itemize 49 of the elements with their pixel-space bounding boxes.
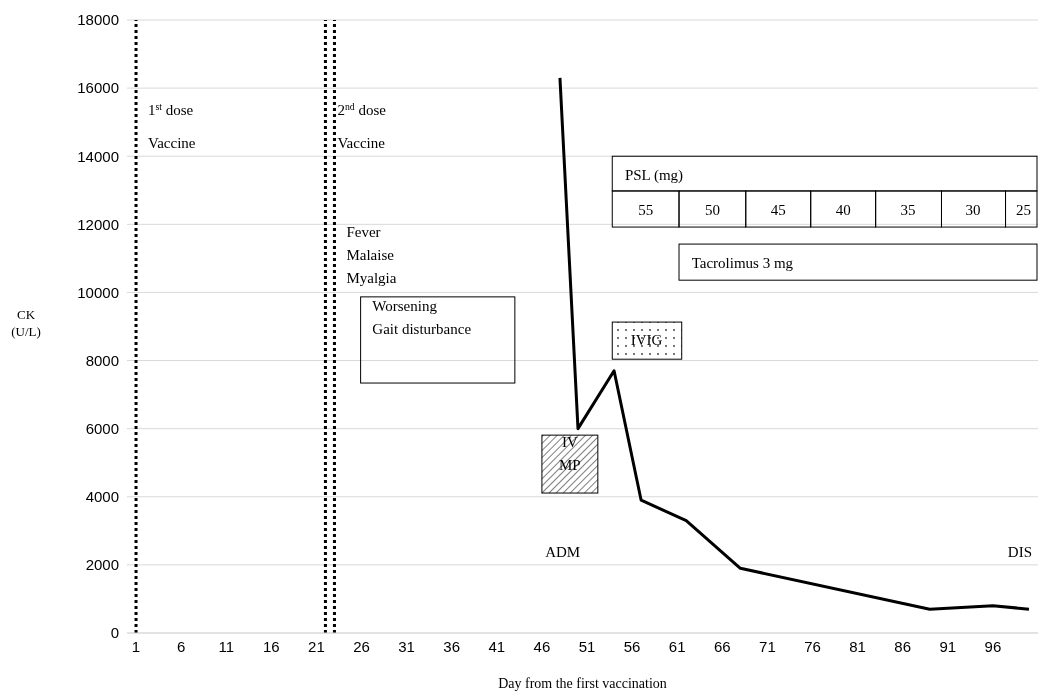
x-tick-label: 81 — [849, 637, 866, 655]
y-tick-label: 4000 — [85, 488, 119, 506]
x-tick-label: 76 — [804, 637, 821, 655]
x-tick-label: 66 — [713, 637, 731, 655]
annotation: 35 — [900, 202, 916, 219]
ref-line-label: Fever Malaise Myalgia — [346, 224, 397, 286]
y-tick-label: 8000 — [85, 351, 119, 369]
y-tick-label: 12000 — [77, 215, 119, 233]
annotation: IVIG — [630, 332, 663, 349]
x-tick-label: 26 — [353, 637, 370, 655]
y-tick-label: 0 — [110, 624, 119, 642]
annotation: 55 — [638, 202, 654, 219]
x-tick-label: 16 — [262, 637, 280, 655]
y-tick-label: 14000 — [77, 147, 119, 165]
x-tick-label: 91 — [939, 637, 957, 655]
x-tick-label: 46 — [533, 637, 551, 655]
y-axis-title: CK (U/L) — [11, 306, 41, 339]
y-tick-label: 6000 — [85, 419, 119, 437]
x-tick-label: 11 — [218, 637, 235, 655]
x-tick-label: 36 — [443, 637, 461, 655]
annotation: 45 — [770, 202, 786, 219]
annotation: DIS — [1007, 543, 1033, 560]
annotation: ADM — [545, 543, 581, 560]
ref-line-label: 2$^{nd}$ dose Vaccine — [337, 100, 387, 151]
y-tick-label: 18000 — [77, 11, 119, 29]
x-tick-label: 61 — [668, 637, 686, 655]
x-tick-label: 21 — [308, 637, 325, 655]
y-tick-label: 2000 — [85, 556, 119, 574]
annotation: PSL (mg) — [624, 166, 684, 184]
annotation: Tacrolimus 3 mg — [691, 255, 794, 272]
x-tick-label: 31 — [398, 637, 415, 655]
ref-line-label: 1$^{st}$ dose Vaccine — [148, 100, 196, 151]
annotation: Worsening Gait disturbance — [372, 298, 472, 338]
x-tick-label: 1 — [131, 637, 141, 655]
x-tick-label: 56 — [623, 637, 641, 655]
x-axis-title: Day from the first vaccination — [498, 676, 667, 691]
x-tick-label: 41 — [488, 637, 506, 655]
x-tick-label: 6 — [176, 637, 186, 655]
annotation: 30 — [965, 202, 981, 219]
x-tick-label: 71 — [759, 637, 776, 655]
annotation: 40 — [835, 202, 851, 219]
annotation: 25 — [1016, 202, 1032, 219]
y-tick-label: 16000 — [77, 79, 119, 97]
annotation: 50 — [704, 202, 720, 219]
x-tick-label: 86 — [894, 637, 912, 655]
x-tick-label: 96 — [984, 637, 1002, 655]
x-tick-label: 51 — [578, 637, 596, 655]
annotation: IV MP — [559, 433, 581, 473]
y-tick-label: 10000 — [77, 283, 119, 301]
